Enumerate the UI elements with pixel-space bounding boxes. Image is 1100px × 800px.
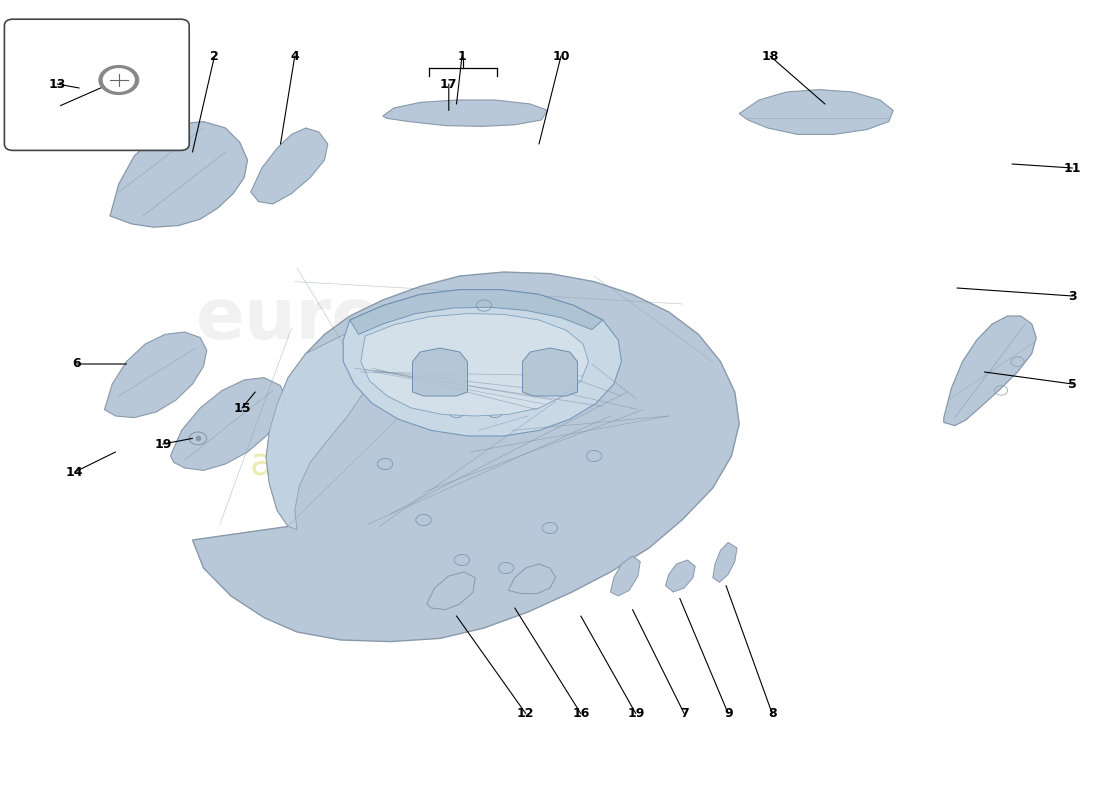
Polygon shape xyxy=(713,542,737,582)
Polygon shape xyxy=(610,556,640,596)
Text: 9: 9 xyxy=(724,707,733,720)
Text: 4: 4 xyxy=(290,50,299,62)
Text: 15: 15 xyxy=(233,402,251,414)
FancyBboxPatch shape xyxy=(4,19,189,150)
Text: 3: 3 xyxy=(1068,290,1077,302)
Text: 2: 2 xyxy=(210,50,219,62)
Text: 19: 19 xyxy=(154,438,172,450)
Text: 5: 5 xyxy=(1068,378,1077,390)
Text: 10: 10 xyxy=(552,50,570,62)
Text: 19: 19 xyxy=(627,707,645,720)
Circle shape xyxy=(103,69,134,91)
Polygon shape xyxy=(170,378,286,470)
Text: 12: 12 xyxy=(517,707,535,720)
Polygon shape xyxy=(739,90,893,134)
Polygon shape xyxy=(110,122,248,227)
Polygon shape xyxy=(104,332,207,418)
Text: 7: 7 xyxy=(680,707,689,720)
Polygon shape xyxy=(251,128,328,204)
Polygon shape xyxy=(412,348,468,396)
Text: 6: 6 xyxy=(73,358,81,370)
Polygon shape xyxy=(427,572,475,610)
Text: eurocar: eurocar xyxy=(196,286,508,354)
Text: 13: 13 xyxy=(48,78,66,90)
Text: since 1985: since 1985 xyxy=(246,530,414,558)
Polygon shape xyxy=(383,100,548,126)
Polygon shape xyxy=(192,272,739,642)
Text: 18: 18 xyxy=(761,50,779,62)
Text: 8: 8 xyxy=(768,707,777,720)
Circle shape xyxy=(99,66,139,94)
Text: 17: 17 xyxy=(440,78,458,90)
Text: 1: 1 xyxy=(458,50,466,62)
Polygon shape xyxy=(944,316,1036,426)
Polygon shape xyxy=(522,348,578,396)
Polygon shape xyxy=(266,322,380,530)
Text: 16: 16 xyxy=(572,707,590,720)
Polygon shape xyxy=(361,314,588,416)
Polygon shape xyxy=(666,560,695,592)
Text: a part: a part xyxy=(250,445,366,483)
Polygon shape xyxy=(343,290,622,436)
Polygon shape xyxy=(350,290,603,334)
Text: 11: 11 xyxy=(1064,162,1081,174)
Text: 14: 14 xyxy=(66,466,84,478)
Polygon shape xyxy=(508,564,556,594)
